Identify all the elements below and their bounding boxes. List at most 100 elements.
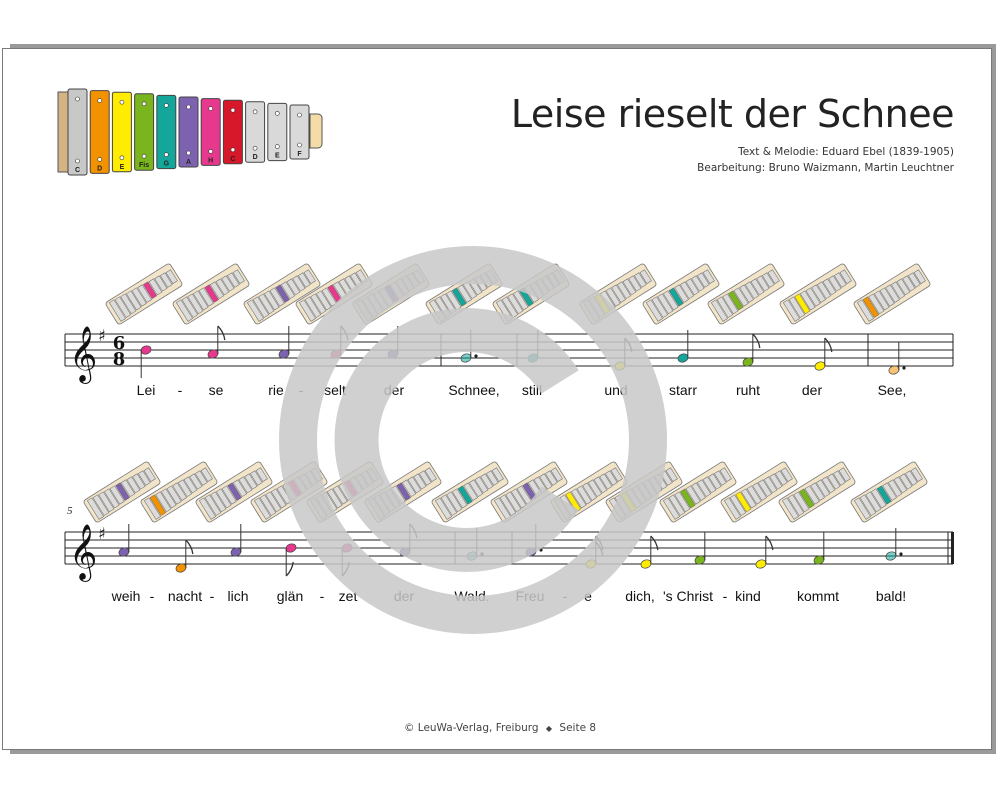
mini-xylophone-key: [221, 275, 235, 292]
mini-xylophone-key: [719, 467, 732, 482]
mini-xylophone-key: [856, 299, 874, 322]
mini-xylophone-key: [744, 281, 760, 300]
lyric-syllable: kind: [735, 588, 761, 604]
lyric-syllable: -: [723, 588, 728, 604]
mini-xylophone-key: [221, 485, 237, 505]
mini-xylophone-key: [890, 281, 906, 300]
mini-xylophone-key: [263, 290, 280, 311]
mini-xylophone: [659, 461, 737, 523]
mini-xylophone-key: [125, 290, 142, 311]
xylophone-key-pin: [141, 153, 147, 159]
mini-xylophone-key: [192, 290, 209, 311]
lyric-syllable: lich: [227, 588, 248, 604]
mini-xylophone-key: [253, 497, 271, 520]
note-dot: [474, 354, 478, 358]
xylophone-key-label: G: [164, 161, 170, 168]
mini-xylophone-key: [298, 299, 316, 322]
mini-xylophone-key: [424, 467, 437, 482]
mini-xylophone-key: [576, 485, 592, 505]
mini-xylophone-key: [109, 485, 125, 505]
mini-xylophone-key: [259, 494, 277, 516]
mini-xylophone-key: [713, 470, 727, 486]
xylophone-key-pin: [119, 99, 125, 105]
mini-xylophone-key: [832, 470, 846, 486]
mini-xylophone-key: [413, 473, 427, 490]
lyric-syllable: der: [802, 382, 823, 398]
xylophone-key: [134, 93, 155, 171]
xylophone-key: [156, 94, 177, 170]
xylophone-key-pin: [274, 144, 280, 149]
lyric-syllable: nacht: [168, 588, 202, 604]
mini-xylophone-key: [816, 281, 832, 300]
mini-xylophone-key: [315, 290, 332, 311]
lyric-syllable: selt: [324, 382, 346, 398]
mini-xylophone-key: [451, 488, 468, 509]
mini-xylophone-key: [137, 470, 151, 486]
mini-xylophone-key: [115, 482, 130, 501]
mini-xylophone: [642, 263, 720, 325]
mini-xylophone-key: [570, 488, 587, 509]
xylophone-key-pin: [75, 96, 80, 102]
xylophone-key-label: F: [297, 151, 302, 158]
mini-xylophone-key: [440, 494, 458, 516]
xylophone-key-pin: [97, 157, 102, 162]
mini-xylophone-key: [611, 284, 626, 303]
mini-xylophone-key: [729, 494, 747, 516]
mini-xylophone: [779, 263, 857, 325]
xylophone-key-pin: [119, 155, 125, 161]
mini-xylophone-key: [696, 272, 710, 288]
xylophone-key-pin: [252, 145, 258, 151]
mini-xylophone-key: [154, 275, 168, 292]
xylophone-key-pin: [230, 147, 236, 153]
mini-xylophone: [431, 461, 509, 523]
lyric-syllable: -: [210, 588, 215, 604]
mini-xylophone-key: [198, 497, 216, 520]
mini-xylophone-key: [457, 485, 473, 505]
mini-xylophone-key: [853, 497, 871, 520]
mini-xylophone-key: [204, 284, 219, 303]
xylophone-key-pin: [297, 112, 302, 118]
mini-xylophone-key: [249, 470, 263, 486]
mini-xylophone-key: [270, 488, 287, 509]
mini-xylophone-key: [899, 473, 913, 490]
mini-xylophone-key: [735, 491, 752, 513]
mini-xylophone-key: [774, 470, 788, 486]
page-footer: © LeuWa-Verlag, Freiburg ◆ Seite 8: [0, 722, 1000, 734]
mini-xylophone-key: [204, 494, 222, 516]
xylophone-key-pin: [97, 98, 102, 103]
mini-xylophone-key: [873, 290, 890, 311]
mini-xylophone-key: [708, 473, 722, 490]
mini-xylophone-key: [651, 296, 669, 318]
mini-xylophone-key: [194, 470, 208, 486]
xylophone-key-pin: [164, 152, 169, 157]
mini-xylophone-key: [910, 467, 923, 482]
lyric-syllable: 's Christ: [663, 588, 713, 604]
mini-xylophone-key: [716, 296, 734, 318]
xylophone-key-pin: [274, 111, 280, 116]
mini-xylophone-key: [616, 281, 632, 300]
mini-xylophone: [83, 461, 161, 523]
mini-xylophone-key: [887, 479, 903, 498]
mini-xylophone-key: [539, 473, 553, 490]
mini-xylophone-key: [882, 482, 897, 501]
mini-xylophone-key: [137, 284, 152, 303]
mini-xylophone-key: [668, 287, 684, 307]
mini-xylophone-key: [645, 299, 663, 322]
mini-xylophone-key: [593, 476, 608, 494]
mini-xylophone-key: [258, 293, 275, 315]
mini-xylophone-key: [172, 482, 187, 501]
mini-xylophone-key: [200, 467, 213, 482]
xylophone-key-pin: [164, 103, 169, 108]
mini-xylophone-key: [622, 278, 637, 296]
mini-xylophone: [853, 263, 931, 325]
mini-xylophone-key: [396, 482, 411, 501]
mini-xylophone-key: [280, 281, 296, 300]
lyric-syllable: dich,: [625, 588, 655, 604]
mini-xylophone-key: [120, 293, 137, 315]
key-signature-sharp: ♯: [98, 326, 106, 345]
mini-xylophone-key: [691, 275, 705, 292]
mini-xylophone-key: [702, 476, 717, 494]
mini-xylophone-key: [788, 296, 806, 318]
mini-xylophone-key: [209, 281, 225, 300]
mini-xylophone-key: [255, 467, 268, 482]
